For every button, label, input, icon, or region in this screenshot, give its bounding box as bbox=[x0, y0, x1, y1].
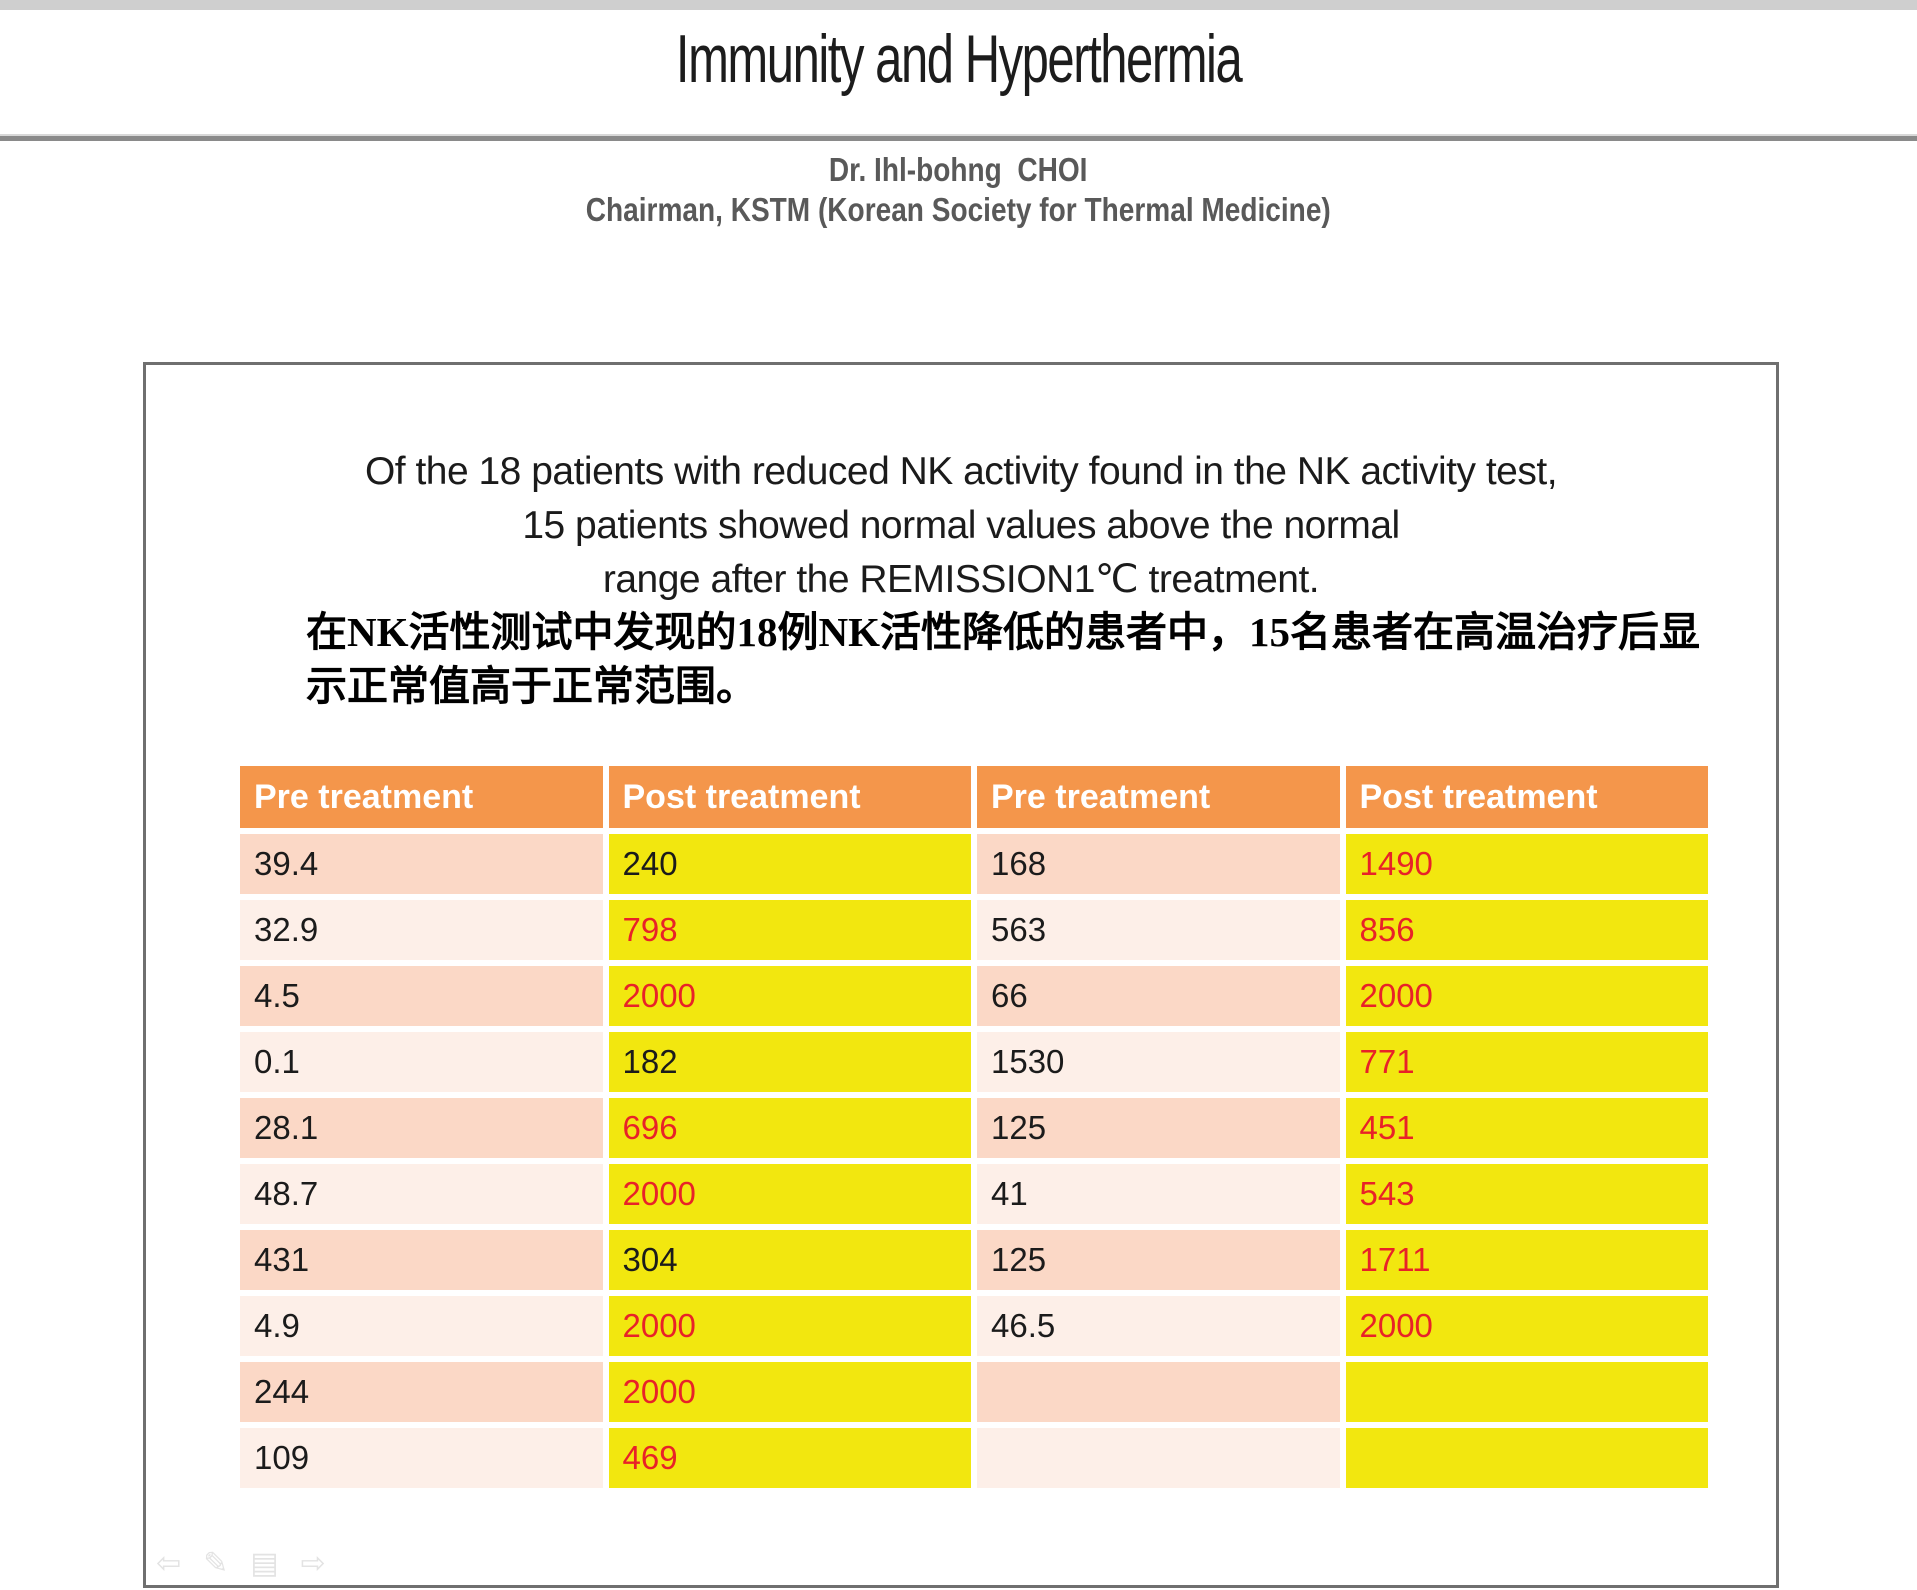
table-cell: 2000 bbox=[608, 1362, 971, 1422]
title-divider bbox=[0, 134, 1917, 141]
table-row: 39.4 240 168 1490 bbox=[240, 834, 1708, 894]
table-cell: 304 bbox=[608, 1230, 971, 1290]
table-cell: 2000 bbox=[1345, 1296, 1708, 1356]
table-cell bbox=[1345, 1428, 1708, 1488]
table-cell: 4.5 bbox=[240, 966, 603, 1026]
table-row: 48.7 2000 41 543 bbox=[240, 1164, 1708, 1224]
table-cell: 431 bbox=[240, 1230, 603, 1290]
table-cell: 39.4 bbox=[240, 834, 603, 894]
table-cell: 2000 bbox=[608, 966, 971, 1026]
table-row: 109 469 bbox=[240, 1428, 1708, 1488]
table-row: 28.1 696 125 451 bbox=[240, 1098, 1708, 1158]
table-header-row: Pre treatment Post treatment Pre treatment… bbox=[240, 766, 1708, 828]
summary-line-1: Of the 18 patients with reduced NK activ… bbox=[364, 450, 1558, 493]
content-box: Of the 18 patients with reduced NK activ… bbox=[143, 362, 1779, 1588]
summary-line-2: 15 patients showed normal values above t… bbox=[522, 504, 1400, 547]
table-cell: 125 bbox=[977, 1098, 1340, 1158]
column-header: Pre treatment bbox=[977, 766, 1340, 828]
table-cell: 856 bbox=[1345, 900, 1708, 960]
table-cell: 1490 bbox=[1345, 834, 1708, 894]
summary-line-3: range after the REMISSION1℃ treatment. bbox=[602, 558, 1320, 601]
table-row: 4.5 2000 66 2000 bbox=[240, 966, 1708, 1026]
nk-activity-table: Pre treatment Post treatment Pre treatment… bbox=[240, 766, 1708, 1494]
table-cell: 182 bbox=[608, 1032, 971, 1092]
page-title-wrap: Immunity and Hyperthermia bbox=[0, 20, 1917, 98]
summary-zh-line-1: 在NK活性测试中发现的18例NK活性降低的患者中，15名患者在高温治疗后显 bbox=[306, 609, 1700, 655]
table-row: 431 304 125 1711 bbox=[240, 1230, 1708, 1290]
table-cell: 168 bbox=[977, 834, 1340, 894]
slide-menu-icon[interactable]: ▤ bbox=[250, 1546, 279, 1581]
table-cell: 2000 bbox=[608, 1296, 971, 1356]
table-cell: 696 bbox=[608, 1098, 971, 1158]
column-header: Post treatment bbox=[1345, 766, 1708, 828]
table-cell: 451 bbox=[1345, 1098, 1708, 1158]
summary-english: Of the 18 patients with reduced NK activ… bbox=[146, 445, 1776, 607]
table-cell: 469 bbox=[608, 1428, 971, 1488]
table-row: 0.1 182 1530 771 bbox=[240, 1032, 1708, 1092]
table-row: 32.9 798 563 856 bbox=[240, 900, 1708, 960]
summary-chinese: 在NK活性测试中发现的18例NK活性降低的患者中，15名患者在高温治疗后显 示正… bbox=[306, 605, 1740, 713]
table-cell: 798 bbox=[608, 900, 971, 960]
table-cell: 41 bbox=[977, 1164, 1340, 1224]
table-cell: 563 bbox=[977, 900, 1340, 960]
author-block: Dr. Ihl-bohng CHOI Chairman, KSTM (Korea… bbox=[0, 150, 1917, 230]
table-cell: 240 bbox=[608, 834, 971, 894]
table-cell: 32.9 bbox=[240, 900, 603, 960]
table-cell: 109 bbox=[240, 1428, 603, 1488]
next-slide-icon[interactable]: ⇨ bbox=[300, 1546, 326, 1581]
presenter-toolbar: ⇦ ✎ ▤ ⇨ bbox=[156, 1546, 326, 1581]
table-cell: 1711 bbox=[1345, 1230, 1708, 1290]
table-cell bbox=[1345, 1362, 1708, 1422]
table-cell: 4.9 bbox=[240, 1296, 603, 1356]
column-header: Post treatment bbox=[608, 766, 971, 828]
prev-slide-icon[interactable]: ⇦ bbox=[156, 1546, 182, 1581]
table-cell: 46.5 bbox=[977, 1296, 1340, 1356]
table-row: 4.9 2000 46.5 2000 bbox=[240, 1296, 1708, 1356]
table-body: 39.4 240 168 1490 32.9 798 563 856 4.5 2000 66 2000… bbox=[240, 834, 1708, 1488]
table-cell bbox=[977, 1428, 1340, 1488]
author-name: Dr. Ihl-bohng CHOI bbox=[829, 151, 1088, 188]
top-bar bbox=[0, 0, 1917, 10]
table-cell: 48.7 bbox=[240, 1164, 603, 1224]
summary-zh-line-2: 示正常值高于正常范围。 bbox=[306, 663, 757, 709]
table-cell bbox=[977, 1362, 1340, 1422]
table-cell: 244 bbox=[240, 1362, 603, 1422]
page-title: Immunity and Hyperthermia bbox=[675, 21, 1243, 97]
table-cell: 1530 bbox=[977, 1032, 1340, 1092]
table-cell: 28.1 bbox=[240, 1098, 603, 1158]
table-cell: 543 bbox=[1345, 1164, 1708, 1224]
column-header: Pre treatment bbox=[240, 766, 603, 828]
table-cell: 125 bbox=[977, 1230, 1340, 1290]
table-cell: 2000 bbox=[608, 1164, 971, 1224]
table-cell: 771 bbox=[1345, 1032, 1708, 1092]
pen-icon[interactable]: ✎ bbox=[203, 1546, 229, 1581]
author-affiliation: Chairman, KSTM (Korean Society for Therm… bbox=[585, 191, 1332, 228]
table-cell: 0.1 bbox=[240, 1032, 603, 1092]
table-cell: 2000 bbox=[1345, 966, 1708, 1026]
table-row: 244 2000 bbox=[240, 1362, 1708, 1422]
table-cell: 66 bbox=[977, 966, 1340, 1026]
